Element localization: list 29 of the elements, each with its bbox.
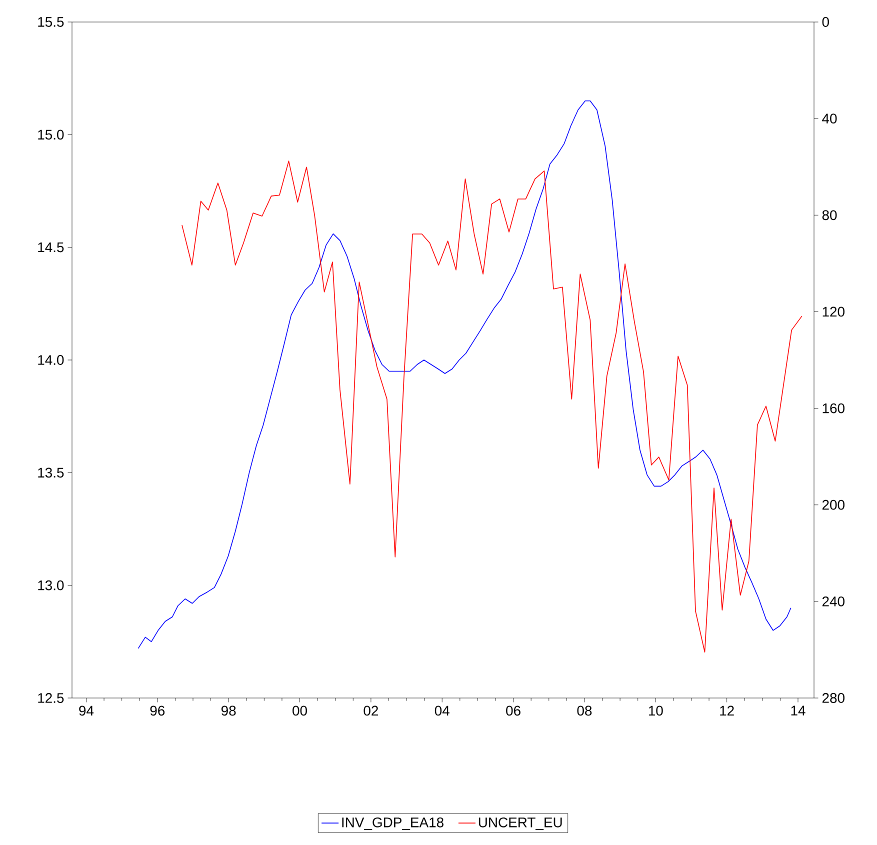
y-tick-label: 13.5 — [38, 468, 64, 478]
y-tick-label: 13.0 — [38, 580, 64, 590]
legend-label: INV_GDP_EA18 — [342, 817, 444, 830]
y2-tick-label: 80 — [822, 210, 837, 220]
y2-tick-label: 240 — [822, 596, 844, 606]
x-tick-label: 10 — [648, 706, 663, 716]
x-tick-label: 08 — [577, 706, 592, 716]
y2-tick-label: 200 — [822, 500, 844, 510]
x-tick-label: 04 — [434, 706, 450, 716]
x-tick-label: 98 — [221, 706, 236, 716]
x-tick-label: 06 — [506, 706, 520, 716]
x-tick-label: 00 — [292, 706, 307, 716]
y-tick-label: 14.0 — [38, 355, 64, 365]
x-tick-label: 02 — [364, 706, 378, 716]
x-tick-label: 14 — [791, 706, 806, 716]
x-tick-label: 94 — [79, 706, 94, 716]
y2-tick-label: 120 — [822, 306, 844, 317]
x-tick-label: 12 — [720, 706, 734, 716]
y2-tick-label: 160 — [822, 403, 844, 414]
y-tick-label: 14.5 — [38, 242, 64, 252]
y2-tick-label: 0 — [822, 17, 829, 27]
x-tick-label: 96 — [150, 706, 165, 716]
legend-label: UNCERT_EU — [478, 817, 562, 830]
y-tick-label: 15.5 — [38, 17, 64, 27]
y2-tick-label: 280 — [822, 693, 844, 703]
y-tick-label: 12.5 — [38, 693, 64, 703]
line-series — [182, 160, 802, 653]
y-tick-label: 15.0 — [38, 130, 64, 140]
y2-tick-label: 40 — [822, 114, 837, 124]
